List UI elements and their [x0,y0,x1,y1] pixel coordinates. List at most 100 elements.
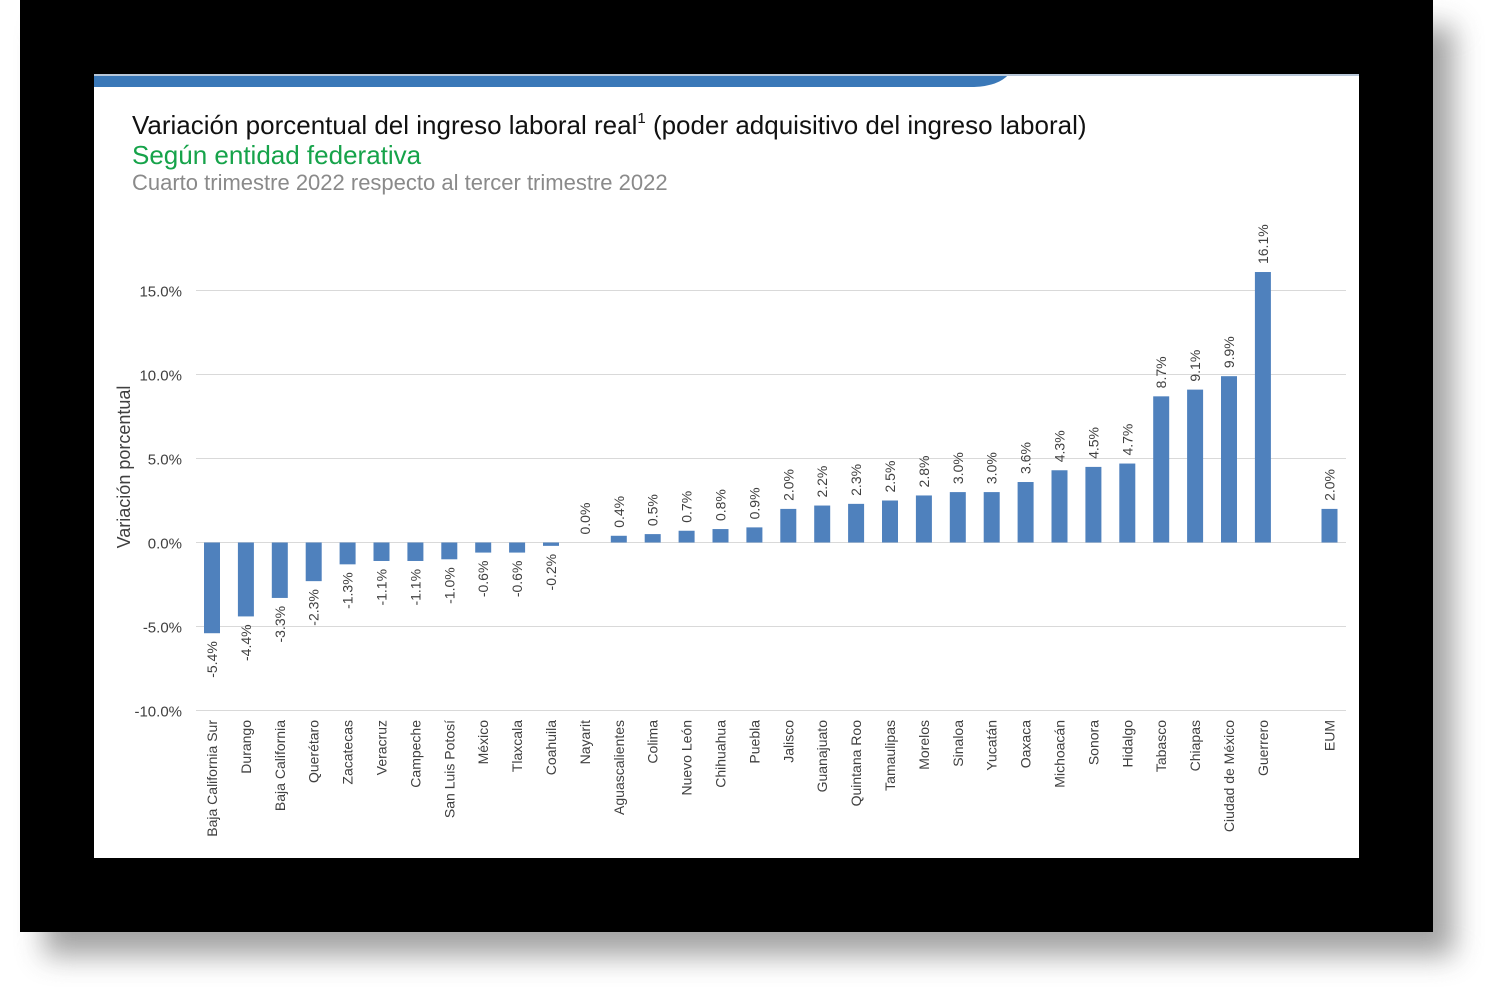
data-label: 9.1% [1187,350,1203,382]
data-label: 0.5% [645,494,661,526]
data-label: 2.3% [848,464,864,496]
bar [441,542,458,560]
data-label: 4.7% [1119,424,1135,456]
data-label: 3.0% [950,452,966,484]
data-label: 3.0% [984,452,1000,484]
y-axis-ticks: 15.0% 10.0% 5.0% 0.0% -5.0% -10.0% [134,284,182,721]
bar [509,542,526,553]
bar [1254,272,1271,543]
category-label: Morelos [916,720,932,770]
footnote-marker: 1 [637,110,646,127]
data-label: -2.3% [306,589,322,626]
chart-period: Cuarto trimestre 2022 respecto al tercer… [132,170,668,195]
bar [848,503,865,543]
data-label: 3.6% [1018,442,1034,474]
y-tick-label: -5.0% [143,620,182,637]
data-label: -1.0% [441,567,457,604]
data-label: 0.4% [611,496,627,528]
category-label: México [475,720,491,765]
bar [204,542,220,634]
data-label: -0.6% [475,561,491,598]
category-label: Nayarit [577,720,593,764]
bar [1051,470,1068,543]
category-label: Jalisco [780,720,796,763]
category-label: Hidalgo [1119,720,1135,768]
data-label: 0.8% [713,489,729,521]
category-label: Veracruz [374,720,390,775]
category-label: Puebla [746,720,762,764]
data-label: 0.9% [746,487,762,519]
bar [644,534,661,543]
bar [543,542,559,546]
bar [712,529,729,543]
data-label: -1.1% [407,569,423,606]
category-label: Guanajuato [814,720,830,793]
data-label: -1.3% [340,572,356,609]
bar [271,542,288,598]
category-label: Sinaloa [950,720,966,767]
data-label: -0.2% [543,554,559,591]
category-label: San Luis Potosí [441,720,457,818]
category-label: Sonora [1085,720,1101,765]
category-label: Aguascalientes [611,720,627,815]
category-labels: Baja California Sur Durango Baja Californi… [204,720,1338,837]
data-label: -4.4% [238,624,254,661]
bar [1085,466,1102,543]
bar [780,508,797,543]
category-label: Baja California Sur [204,720,220,837]
data-label: -0.6% [509,561,525,598]
data-label: 9.9% [1221,336,1237,368]
category-label: Ciudad de México [1221,720,1237,832]
data-label: 4.3% [1052,430,1068,462]
bar [1153,396,1170,543]
y-tick-label: 5.0% [148,452,182,469]
chart-subtitle: Según entidad federativa [132,140,422,170]
bar [1119,463,1136,543]
bar [678,530,695,543]
bar [814,505,831,543]
category-label: EUM [1322,720,1338,751]
category-label: Tlaxcala [509,720,525,772]
bar [882,500,898,543]
data-label: 4.5% [1085,427,1101,459]
y-tick-label: 15.0% [139,284,182,301]
data-label: 2.8% [916,456,932,488]
slide-panel: Variación porcentual del ingreso laboral… [94,74,1359,858]
data-label: -1.1% [374,569,390,606]
data-label: 16.1% [1255,224,1271,264]
bar [1321,508,1338,543]
category-label: Campeche [407,720,423,788]
bar [1017,482,1034,543]
bars [204,272,1338,634]
category-label: Oaxaca [1018,720,1034,768]
category-label: Nuevo León [679,720,695,796]
category-label: Durango [238,720,254,774]
category-label: Guerrero [1255,720,1271,776]
bar [1221,376,1237,543]
bar [407,542,424,561]
data-label: 2.2% [814,466,830,498]
top-decorative-band [94,74,1359,87]
data-label: 2.5% [882,461,898,493]
category-label: Coahuila [543,720,559,775]
data-labels: -5.4% -4.4% -3.3% -2.3% -1.3% -1.1% -1.1% -1.0%… [204,224,1338,677]
category-label: Querétaro [306,720,322,783]
bar [475,542,492,553]
data-label: -5.4% [204,641,220,678]
y-axis-title: Variación porcentual [114,386,134,549]
data-label: 2.0% [780,469,796,501]
chart-title-text: Variación porcentual del ingreso laboral… [132,110,638,140]
bar [915,495,932,543]
category-label: Tamaulipas [882,720,898,791]
category-label: Yucatán [984,720,1000,771]
bar [949,492,966,543]
bar [237,542,254,617]
bar [746,527,763,543]
category-label: Baja California [272,720,288,811]
bar [1187,389,1204,543]
bar [305,542,322,582]
gridlines [196,290,1346,711]
category-label: Quintana Roo [848,720,864,807]
chart-title-suffix: (poder adquisitivo del ingreso laboral) [645,110,1087,140]
bar [610,535,627,543]
